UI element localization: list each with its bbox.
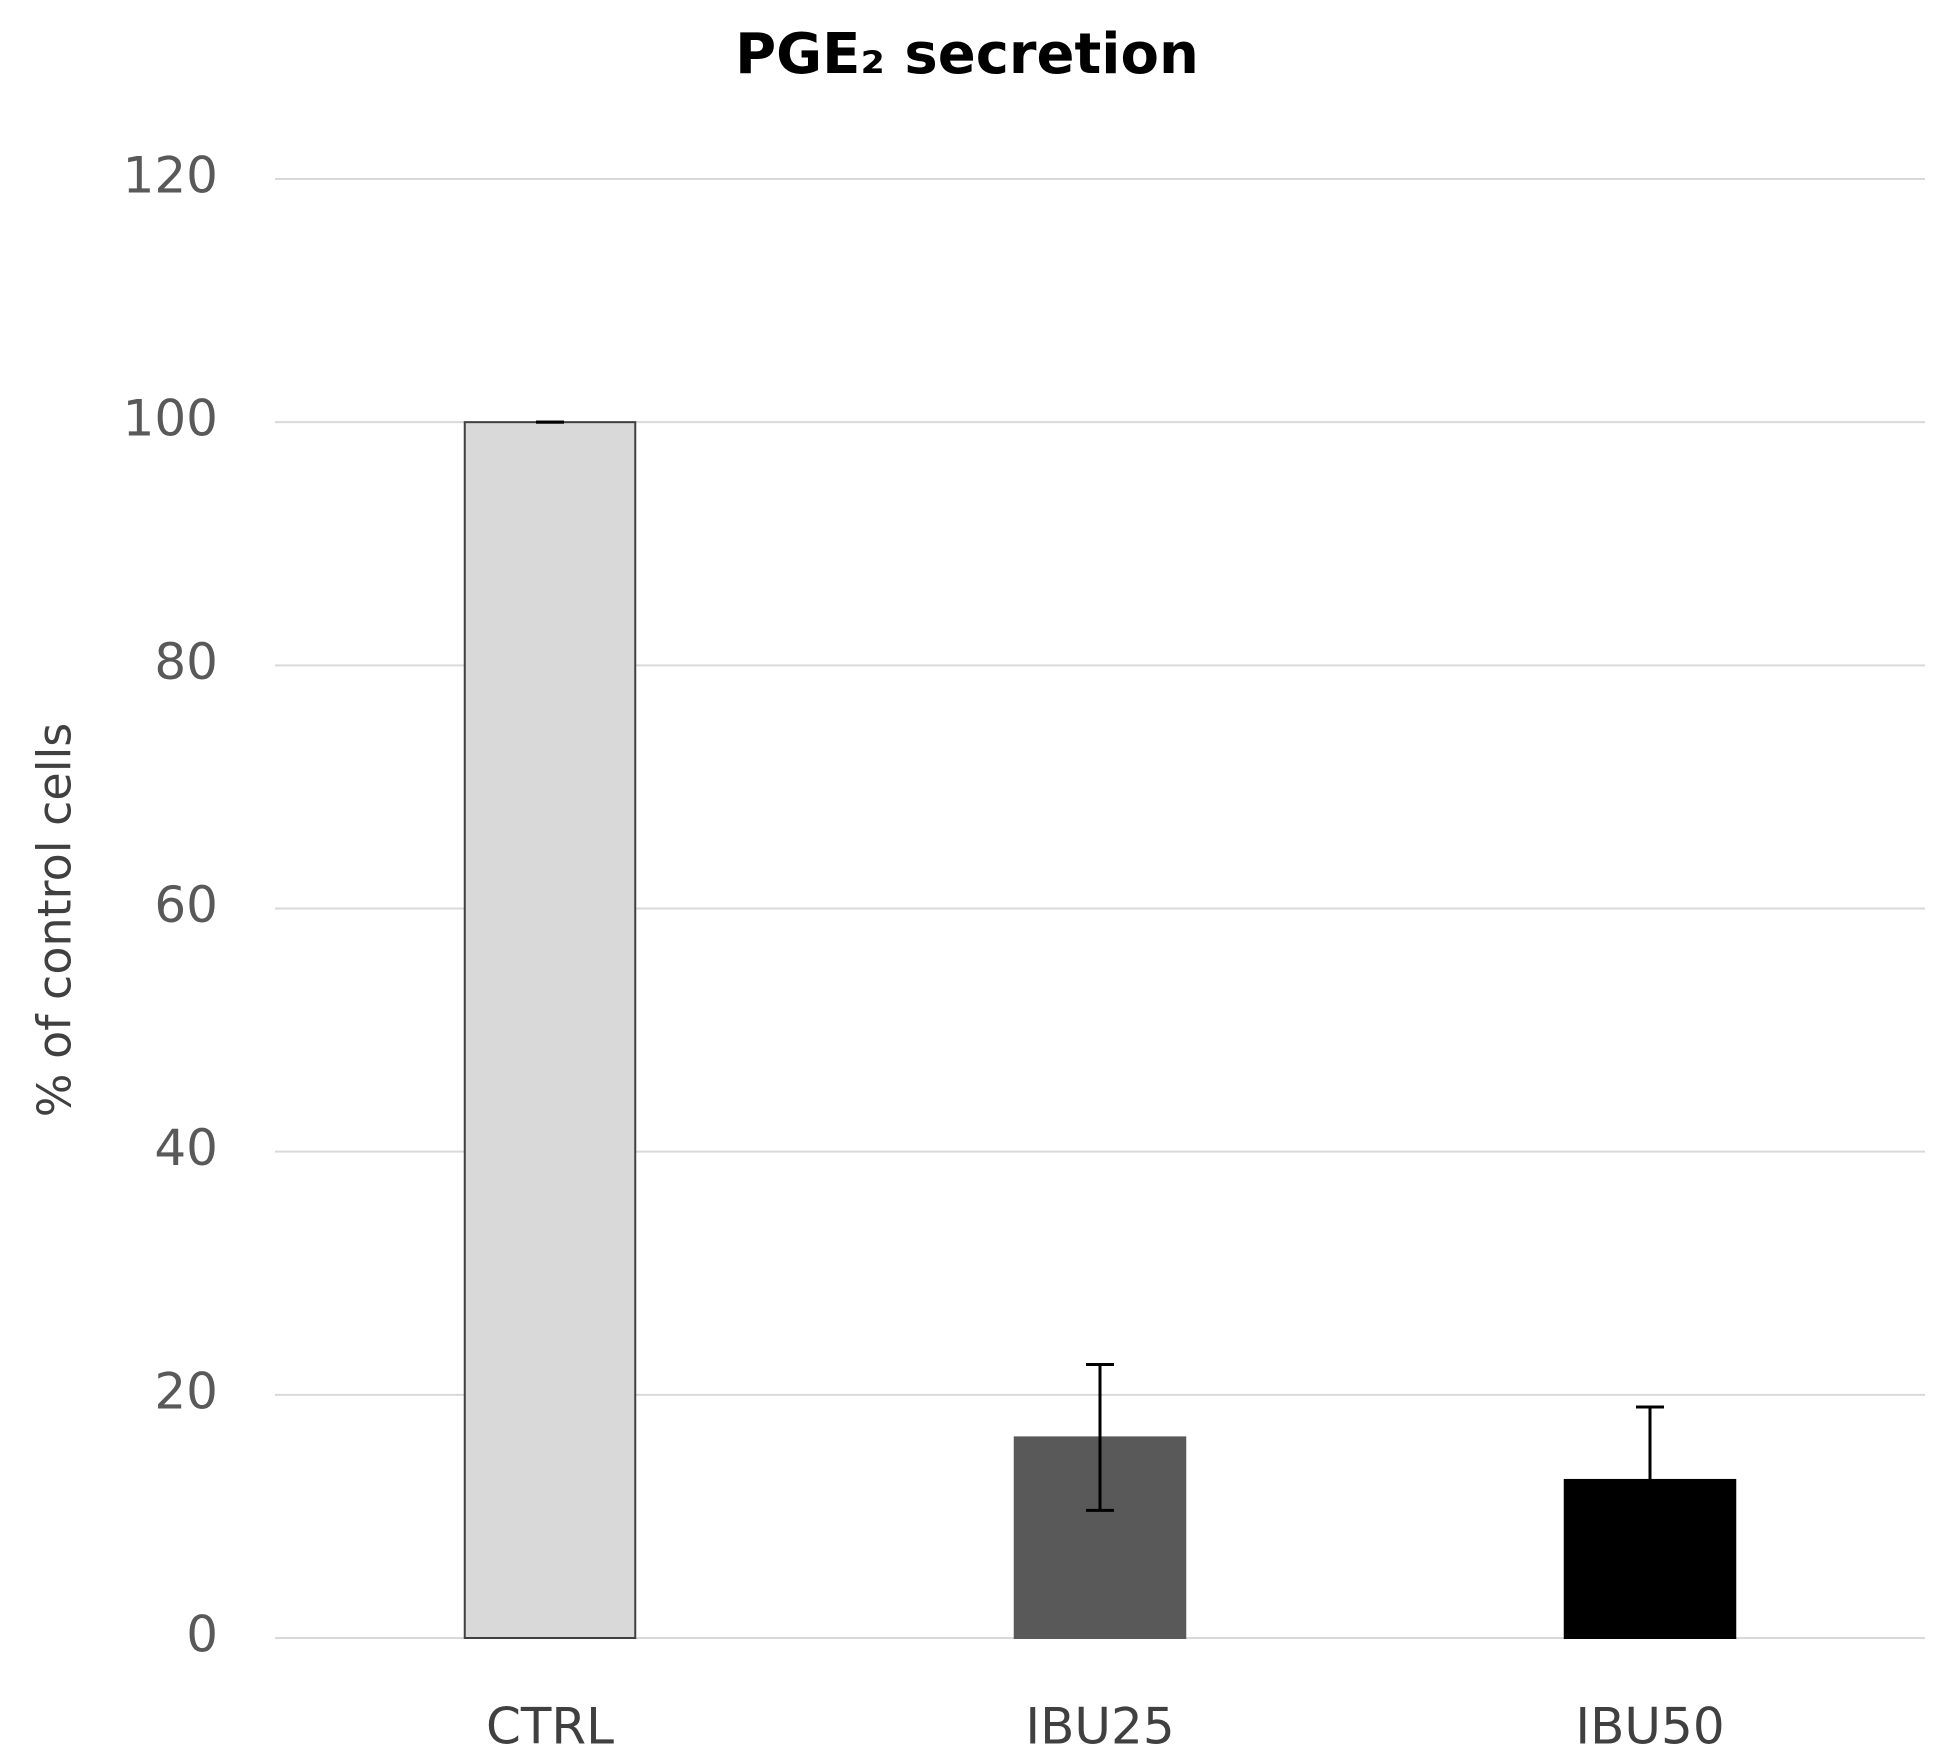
y-tick-label: 0 [186,1606,218,1664]
y-tick-label: 100 [123,390,218,448]
x-tick-label: IBU50 [1575,1698,1724,1756]
y-tick-label: 40 [154,1119,218,1177]
y-axis-label: % of control cells [28,723,82,1117]
x-tick-label: CTRL [486,1698,614,1756]
error-bar [1636,1405,1664,1555]
x-tick-label: IBU25 [1025,1698,1174,1756]
y-tick-label: 80 [154,633,218,691]
error-bar [1086,1362,1114,1512]
y-tick-label: 20 [154,1362,218,1420]
y-tick-label: 60 [154,876,218,934]
chart-title: PGE₂ secretion [735,22,1199,87]
y-tick-label: 120 [123,147,218,205]
bar [463,421,637,1640]
